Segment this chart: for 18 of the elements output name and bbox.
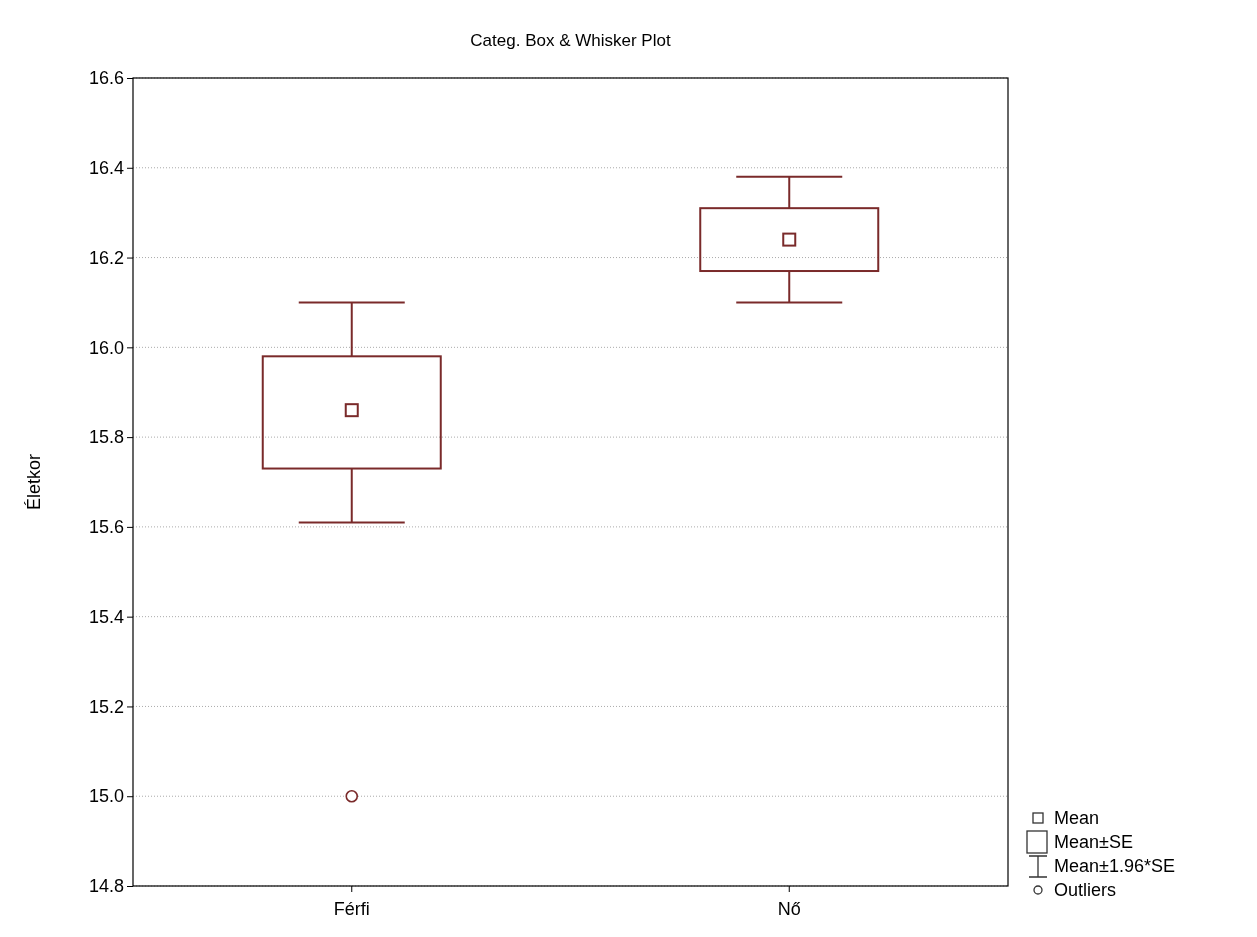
y-tick-label: 15.6: [88, 517, 124, 538]
y-tick-label: 15.4: [88, 606, 124, 627]
chart-title: Categ. Box & Whisker Plot: [470, 31, 671, 50]
x-tick-label: Nő: [777, 898, 801, 919]
text: Mean±1.96*SE: [1054, 856, 1175, 876]
y-tick-label: 16.4: [88, 158, 124, 179]
x-tick-label: Férfi: [333, 898, 370, 919]
y-tick-label: 15.8: [88, 427, 124, 448]
text: Outliers: [1054, 880, 1117, 900]
y-tick-label: 16.2: [88, 247, 124, 268]
text: Mean±SE: [1054, 832, 1133, 852]
y-tick-label: 15.2: [88, 696, 124, 717]
text: Mean: [1054, 808, 1100, 828]
y-tick-label: 14.8: [88, 876, 124, 897]
y-tick-label: 16.6: [88, 68, 124, 89]
y-axis-title: Életkor: [24, 453, 44, 511]
y-tick-label: 15.0: [88, 786, 124, 807]
y-tick-label: 16.0: [88, 337, 124, 358]
